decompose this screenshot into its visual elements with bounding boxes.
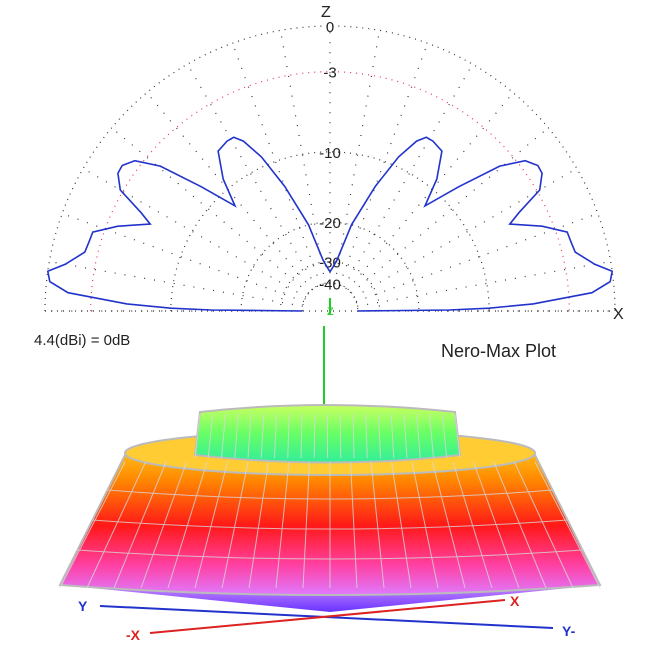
- ring-label: -20: [319, 215, 341, 232]
- x-axis-label: X: [613, 306, 624, 323]
- mesh-line: [247, 413, 252, 459]
- mesh-ring: [92, 519, 568, 530]
- pattern-curve: [46, 136, 614, 312]
- mesh-line: [221, 413, 226, 459]
- mesh-line: [378, 413, 381, 459]
- y-plus-label: Y: [78, 598, 88, 614]
- mesh-line: [167, 461, 208, 589]
- mesh-line: [432, 461, 466, 589]
- mesh-line: [411, 461, 439, 589]
- mesh-line: [248, 461, 269, 589]
- mesh-line: [391, 461, 412, 589]
- mesh-line: [452, 461, 493, 589]
- mesh-line: [274, 413, 277, 459]
- chart-title: Nero-Max Plot: [441, 341, 557, 361]
- mesh-line: [302, 461, 310, 589]
- polar-elevation-plot: 0 -3 -10 -20 -30 -40 Z X Z: [44, 4, 624, 323]
- x-plus-label: X: [510, 593, 520, 609]
- mesh-line: [390, 413, 395, 459]
- mesh-line: [352, 413, 355, 459]
- mesh-line: [300, 413, 303, 459]
- mesh-line: [441, 413, 448, 459]
- y-minus-label: Y-: [562, 623, 576, 639]
- ring-label: -10: [319, 145, 341, 162]
- ring-label: -30: [319, 254, 341, 271]
- mesh-ring: [107, 489, 553, 500]
- mesh-line: [454, 413, 461, 459]
- mesh-line: [59, 461, 126, 589]
- mesh-line: [365, 413, 368, 459]
- mesh-line: [534, 461, 601, 589]
- mesh-ring: [77, 549, 583, 560]
- ring-labels: 0 -3 -10 -20 -30 -40: [319, 19, 341, 293]
- mesh-line: [514, 461, 574, 589]
- mesh-line: [86, 461, 146, 589]
- mesh-line: [403, 413, 408, 459]
- mesh-line: [194, 461, 228, 589]
- mesh-line: [370, 461, 385, 589]
- mesh-line: [260, 413, 265, 459]
- ring-label: -3: [323, 65, 336, 82]
- mesh-line: [221, 461, 249, 589]
- z-axis-label: Z: [321, 4, 331, 21]
- mesh-line: [350, 461, 358, 589]
- mesh-line: [275, 461, 290, 589]
- mesh-line: [339, 413, 342, 459]
- mesh-line: [313, 413, 316, 459]
- ring-label: 0: [326, 19, 334, 36]
- mesh-line: [429, 413, 434, 459]
- mesh-line: [113, 461, 167, 589]
- origin-label: Z: [327, 306, 334, 318]
- ring-label: -40: [319, 276, 341, 293]
- mesh-line: [194, 413, 201, 459]
- x-axis-3d: [149, 599, 506, 634]
- reference-label: 4.4(dBi) = 0dB: [34, 332, 131, 349]
- mesh-lines: [59, 413, 601, 589]
- mesh-line: [234, 413, 239, 459]
- mesh-line: [493, 461, 547, 589]
- x-minus-label: -X: [126, 627, 141, 643]
- mesh-line: [416, 413, 421, 459]
- mesh-line: [287, 413, 290, 459]
- mesh-line: [207, 413, 214, 459]
- polar-grid: [44, 25, 616, 312]
